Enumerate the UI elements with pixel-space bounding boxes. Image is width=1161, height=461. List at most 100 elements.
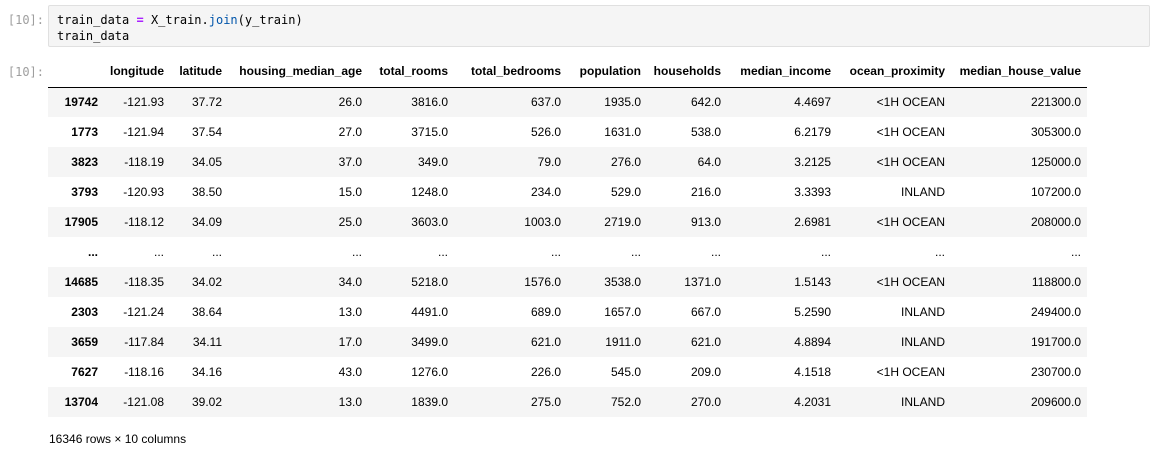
table-cell-longitude: -120.93 bbox=[123, 185, 164, 199]
table-cell-total-bedrooms: 226.0 bbox=[530, 365, 561, 379]
table-row: ................................. bbox=[48, 237, 1087, 267]
table-row: 3793 -120.93 38.50 15.0 1248.0 234.0 529.0 216.… bbox=[48, 177, 1087, 207]
table-cell-total-rooms: 1276.0 bbox=[411, 365, 448, 379]
table-cell-median-income: 3.2125 bbox=[794, 155, 831, 169]
table-cell-ocean-proximity: <1H OCEAN bbox=[876, 365, 945, 379]
table-cell-longitude: -121.93 bbox=[123, 95, 164, 110]
table-cell-total-rooms: 3603.0 bbox=[411, 215, 448, 229]
table-cell-latitude: 34.16 bbox=[191, 365, 222, 379]
table-cell-median-house-value: 305300.0 bbox=[1030, 125, 1081, 139]
table-cell-total-rooms: 3499.0 bbox=[411, 335, 448, 349]
table-cell-median-income: 5.2590 bbox=[794, 305, 831, 319]
table-cell-households: 538.0 bbox=[690, 125, 721, 139]
table-cell-housing-median-age: 13.0 bbox=[338, 305, 362, 319]
table-cell-households: 621.0 bbox=[690, 335, 721, 349]
code-line-2: train_data bbox=[57, 29, 130, 43]
code-variable: train_data bbox=[57, 13, 130, 27]
table-cell-total-rooms: 3816.0 bbox=[411, 95, 448, 110]
dataframe-shape-text: 16346 rows × 10 columns bbox=[49, 432, 187, 446]
table-cell-total-rooms: 5218.0 bbox=[411, 275, 448, 289]
code-operator: = bbox=[136, 13, 144, 27]
table-row: 3659 -117.84 34.11 17.0 3499.0 621.0 1911.0 621… bbox=[48, 327, 1087, 357]
row-index: 7627 bbox=[71, 365, 98, 379]
table-cell-median-income: 4.2031 bbox=[794, 395, 831, 409]
table-cell-median-income: 1.5143 bbox=[794, 275, 831, 289]
table-row: 3823 -118.19 34.05 37.0 349.0 79.0 276.0 64.0 3.… bbox=[48, 147, 1087, 177]
code-object: X_train. bbox=[150, 13, 209, 27]
table-cell-ocean-proximity: <1H OCEAN bbox=[876, 125, 945, 139]
index-header bbox=[48, 56, 104, 88]
table-cell-total-bedrooms: ... bbox=[550, 245, 561, 259]
output-prompt: [10]: bbox=[7, 65, 44, 79]
table-cell-population: 276.0 bbox=[610, 155, 641, 169]
table-cell-latitude: 38.50 bbox=[191, 185, 222, 199]
table-cell-total-bedrooms: 689.0 bbox=[530, 305, 561, 319]
table-cell-median-income: 4.4697 bbox=[794, 95, 831, 110]
column-header-total-rooms: total_rooms bbox=[368, 56, 454, 88]
table-cell-median-income: 6.2179 bbox=[794, 125, 831, 139]
table-cell-total-bedrooms: 79.0 bbox=[537, 155, 561, 169]
dataframe-table: longitude latitude housing_median_age total… bbox=[48, 56, 1087, 417]
table-cell-ocean-proximity: <1H OCEAN bbox=[876, 155, 945, 169]
table-cell-households: 642.0 bbox=[690, 95, 721, 110]
row-index: 17905 bbox=[64, 215, 98, 229]
column-header-median-house-value: median_house_value bbox=[951, 56, 1087, 88]
table-cell-housing-median-age: 25.0 bbox=[338, 215, 362, 229]
table-cell-median-house-value: 230700.0 bbox=[1030, 365, 1081, 379]
table-body: 19742 -121.93 37.72 26.0 3816.0 637.0 1935.0 64… bbox=[48, 87, 1087, 417]
table-cell-ocean-proximity: INLAND bbox=[900, 185, 945, 199]
table-cell-ocean-proximity: <1H OCEAN bbox=[876, 95, 945, 110]
column-header-longitude: longitude bbox=[104, 56, 170, 88]
table-header-row: longitude latitude housing_median_age total… bbox=[48, 56, 1087, 88]
table-cell-ocean-proximity: <1H OCEAN bbox=[876, 275, 945, 289]
column-header-ocean-proximity: ocean_proximity bbox=[837, 56, 951, 88]
table-cell-households: 1371.0 bbox=[684, 275, 721, 289]
table-cell-housing-median-age: 15.0 bbox=[338, 185, 362, 199]
table-row: 14685 -118.35 34.02 34.0 5218.0 1576.0 3538.0 1… bbox=[48, 267, 1087, 297]
table-cell-longitude: -121.94 bbox=[123, 125, 164, 139]
table-cell-total-rooms: 4491.0 bbox=[411, 305, 448, 319]
table-cell-longitude: -118.35 bbox=[124, 275, 164, 289]
table-cell-latitude: 34.02 bbox=[191, 275, 222, 289]
table-cell-median-house-value: 249400.0 bbox=[1030, 305, 1081, 319]
table-row: 7627 -118.16 34.16 43.0 1276.0 226.0 545.0 209.… bbox=[48, 357, 1087, 387]
table-cell-total-rooms: ... bbox=[437, 245, 448, 259]
table-cell-housing-median-age: 26.0 bbox=[338, 95, 362, 110]
table-cell-longitude: ... bbox=[153, 245, 164, 259]
row-index: 1773 bbox=[71, 125, 98, 139]
table-cell-households: 913.0 bbox=[690, 215, 721, 229]
table-cell-latitude: 37.54 bbox=[191, 125, 222, 139]
input-prompt: [10]: bbox=[7, 13, 44, 27]
row-index: 3659 bbox=[71, 335, 98, 349]
table-cell-population: 1631.0 bbox=[604, 125, 641, 139]
row-index: 19742 bbox=[64, 95, 98, 110]
table-cell-longitude: -121.08 bbox=[123, 395, 164, 409]
table-cell-latitude: 34.09 bbox=[191, 215, 222, 229]
row-index: 3793 bbox=[71, 185, 98, 199]
code-cell-editor[interactable]: train_data = X_train.join(y_train) train_… bbox=[48, 5, 1150, 47]
column-header-total-bedrooms: total_bedrooms bbox=[454, 56, 567, 88]
table-cell-housing-median-age: 17.0 bbox=[338, 335, 362, 349]
table-cell-households: ... bbox=[710, 245, 721, 259]
table-cell-households: 216.0 bbox=[690, 185, 721, 199]
table-row: 2303 -121.24 38.64 13.0 4491.0 689.0 1657.0 667… bbox=[48, 297, 1087, 327]
column-header-population: population bbox=[567, 56, 647, 88]
table-cell-population: 3538.0 bbox=[604, 275, 641, 289]
table-cell-population: 1935.0 bbox=[604, 95, 641, 110]
table-cell-latitude: 37.72 bbox=[191, 95, 222, 110]
table-cell-households: 667.0 bbox=[690, 305, 721, 319]
row-index: 2303 bbox=[71, 305, 98, 319]
table-cell-total-rooms: 3715.0 bbox=[411, 125, 448, 139]
table-cell-latitude: 39.02 bbox=[191, 395, 222, 409]
table-cell-ocean-proximity: ... bbox=[934, 245, 945, 259]
table-cell-median-house-value: 125000.0 bbox=[1030, 155, 1081, 169]
table-cell-total-bedrooms: 275.0 bbox=[530, 395, 561, 409]
table-cell-population: 2719.0 bbox=[604, 215, 641, 229]
table-cell-median-income: 4.1518 bbox=[794, 365, 831, 379]
table-cell-longitude: -118.12 bbox=[124, 215, 164, 229]
table-cell-population: 1657.0 bbox=[604, 305, 641, 319]
table-cell-longitude: -117.84 bbox=[124, 335, 164, 349]
column-header-housing-median-age: housing_median_age bbox=[228, 56, 368, 88]
table-cell-total-bedrooms: 1576.0 bbox=[524, 275, 561, 289]
table-cell-total-bedrooms: 526.0 bbox=[530, 125, 561, 139]
